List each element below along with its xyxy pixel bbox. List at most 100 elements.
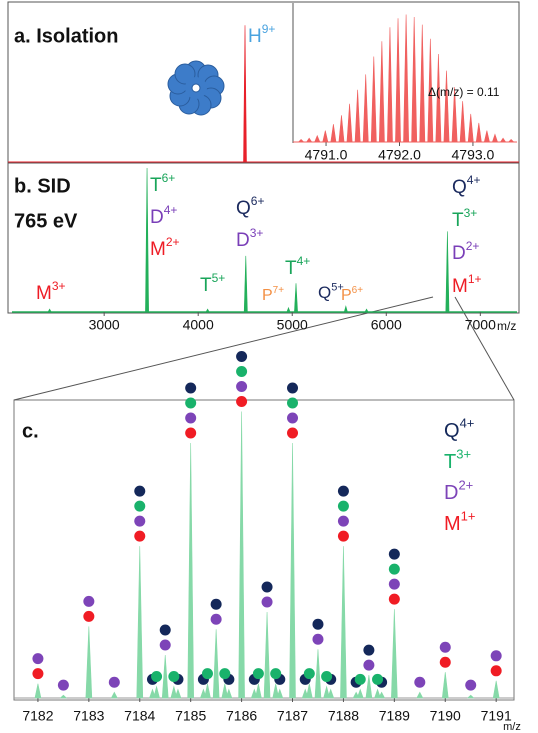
species-dot — [312, 633, 324, 645]
species-dot — [388, 548, 400, 560]
peak — [338, 115, 345, 143]
x-tick-label: 5000 — [277, 317, 308, 333]
peak — [153, 685, 160, 699]
peak — [263, 612, 271, 699]
species-dot — [414, 676, 426, 688]
panel-title: b. SID — [14, 175, 71, 197]
x-tick-label: 7188 — [328, 708, 359, 724]
peak — [225, 688, 233, 699]
species-dot — [236, 380, 248, 392]
peak — [212, 629, 220, 699]
peak — [403, 14, 410, 143]
species-dot — [312, 618, 324, 630]
peak — [243, 25, 247, 163]
peak — [59, 694, 68, 699]
species-dot — [337, 530, 349, 542]
peak-label: T4+ — [285, 254, 310, 279]
species-dot — [363, 644, 375, 656]
species-dot — [168, 671, 180, 683]
peak — [204, 683, 211, 699]
species-dot — [439, 656, 451, 668]
species-dot — [134, 500, 146, 512]
x-tick-label: 7191 — [481, 708, 512, 724]
species-dot — [185, 412, 197, 424]
peak — [85, 626, 93, 699]
peak — [419, 24, 426, 143]
peak-label: M3+ — [36, 279, 66, 304]
zoom-line — [454, 296, 515, 401]
peak — [483, 130, 490, 143]
peak — [272, 683, 280, 699]
x-tick-label: 7190 — [430, 708, 461, 724]
peak — [205, 308, 210, 313]
species-dot — [236, 350, 248, 362]
peak — [416, 691, 424, 699]
species-dot — [151, 671, 163, 683]
zoom-line — [13, 296, 434, 401]
species-dot — [490, 665, 502, 677]
x-tick-label: 4000 — [183, 317, 214, 333]
peak-label: D4+ — [150, 203, 177, 228]
species-dot — [337, 485, 349, 497]
x-tick-label: 7182 — [22, 708, 53, 724]
peak — [297, 139, 305, 143]
peak — [466, 694, 475, 699]
species-dot — [287, 412, 299, 424]
peak-label: D2+ — [452, 239, 479, 264]
peak — [314, 649, 322, 699]
peak — [34, 683, 42, 699]
peak — [330, 124, 337, 143]
x-tick-label: 6000 — [371, 317, 402, 333]
species-dot — [57, 679, 69, 691]
species-dot — [236, 365, 248, 377]
peak — [475, 122, 482, 143]
peak — [427, 38, 434, 143]
peak — [492, 680, 500, 699]
x-axis-label: m/z — [503, 721, 521, 733]
peak — [322, 130, 329, 143]
panel-c-frame — [13, 399, 515, 701]
peak-label: P6+ — [341, 285, 363, 305]
species-dot — [32, 668, 44, 680]
panel-title: c. — [22, 420, 39, 442]
peak — [327, 688, 335, 699]
species-dot — [134, 485, 146, 497]
legend-label: T3+ — [444, 447, 471, 473]
peak-label: Q4+ — [452, 173, 480, 198]
peak — [467, 113, 474, 143]
peak — [354, 89, 361, 143]
peak — [378, 691, 386, 699]
x-tick-label: 4792.0 — [378, 147, 421, 163]
protein-icon — [167, 60, 225, 116]
x-tick-label: 7000 — [465, 317, 496, 333]
x-axis-label: m/z — [497, 319, 516, 333]
species-dot — [185, 427, 197, 439]
peak — [346, 103, 353, 143]
x-tick-label: 7183 — [73, 708, 104, 724]
species-dot — [185, 397, 197, 409]
species-dot — [337, 515, 349, 527]
species-dot — [32, 653, 44, 665]
peak — [507, 139, 515, 143]
species-dot — [252, 668, 264, 680]
peak — [343, 305, 348, 313]
x-tick-label: 7184 — [124, 708, 155, 724]
species-dot — [372, 673, 384, 685]
species-dot — [210, 598, 222, 610]
species-dot — [83, 595, 95, 607]
peak — [136, 546, 144, 699]
species-dot — [134, 530, 146, 542]
peak — [170, 685, 178, 699]
species-dot — [159, 624, 171, 636]
peak-label: Q5+ — [318, 281, 344, 302]
panel-title: a. Isolation — [14, 25, 118, 47]
peak — [294, 283, 298, 313]
peak — [286, 306, 291, 313]
peak — [305, 683, 313, 699]
species-dot — [261, 581, 273, 593]
peak — [445, 231, 450, 313]
peak — [374, 688, 381, 699]
species-dot — [108, 676, 120, 688]
